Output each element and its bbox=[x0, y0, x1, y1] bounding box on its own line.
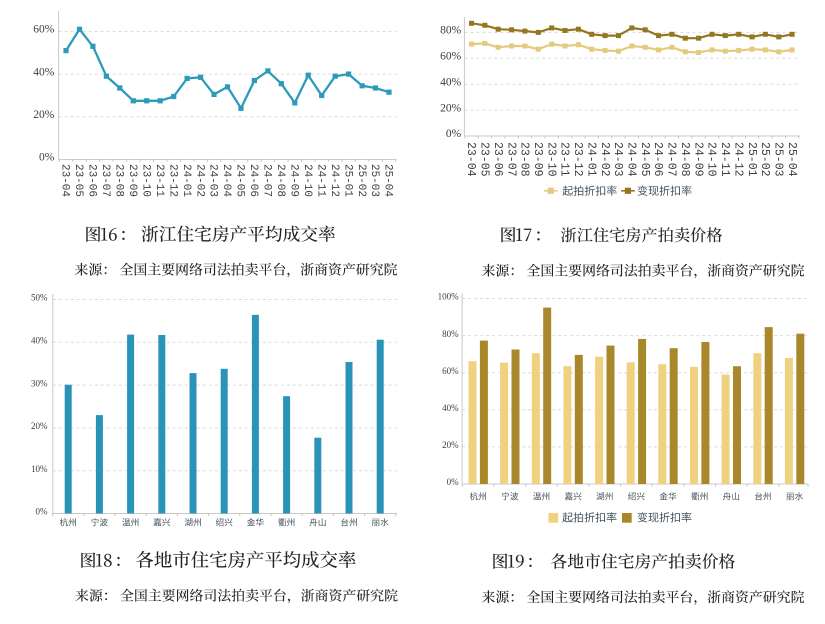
svg-text:23-09: 23-09 bbox=[126, 164, 138, 197]
svg-text:24-01: 24-01 bbox=[180, 164, 192, 197]
svg-text:24-09: 24-09 bbox=[691, 142, 704, 177]
svg-text:25-01: 25-01 bbox=[341, 164, 353, 197]
svg-text:23-12: 23-12 bbox=[166, 164, 178, 197]
svg-text:20%: 20% bbox=[440, 102, 462, 114]
svg-text:24-07: 24-07 bbox=[665, 142, 678, 177]
svg-text:24-12: 24-12 bbox=[328, 164, 340, 197]
svg-text:20%: 20% bbox=[442, 440, 459, 450]
svg-text:0%: 0% bbox=[447, 477, 460, 487]
svg-text:80%: 80% bbox=[442, 329, 459, 339]
svg-text:23-12: 23-12 bbox=[571, 142, 584, 177]
svg-text:50%: 50% bbox=[31, 293, 48, 303]
svg-text:24-05: 24-05 bbox=[638, 142, 651, 177]
svg-text:23-11: 23-11 bbox=[558, 142, 571, 177]
svg-text:24-09: 24-09 bbox=[288, 164, 300, 197]
svg-text:24-06: 24-06 bbox=[247, 164, 259, 197]
svg-text:23-06: 23-06 bbox=[86, 164, 98, 197]
svg-text:40%: 40% bbox=[33, 66, 55, 78]
svg-text:23-05: 23-05 bbox=[478, 142, 491, 177]
svg-text:24-07: 24-07 bbox=[261, 164, 273, 197]
svg-text:100%: 100% bbox=[438, 292, 460, 302]
svg-text:23-10: 23-10 bbox=[544, 142, 557, 177]
svg-text:60%: 60% bbox=[442, 366, 459, 376]
svg-text:23-08: 23-08 bbox=[518, 142, 531, 177]
svg-text:23-05: 23-05 bbox=[72, 164, 84, 197]
svg-text:24-04: 24-04 bbox=[220, 164, 232, 197]
svg-text:25-03: 25-03 bbox=[368, 164, 380, 197]
svg-text:24-04: 24-04 bbox=[625, 142, 638, 177]
svg-text:23-11: 23-11 bbox=[153, 164, 165, 197]
svg-text:24-02: 24-02 bbox=[193, 164, 205, 197]
svg-text:24-03: 24-03 bbox=[611, 142, 624, 177]
svg-text:20%: 20% bbox=[33, 109, 55, 121]
svg-text:24-01: 24-01 bbox=[584, 142, 597, 177]
svg-text:24-08: 24-08 bbox=[274, 164, 286, 197]
svg-text:25-01: 25-01 bbox=[745, 142, 758, 177]
svg-text:24-10: 24-10 bbox=[705, 142, 718, 177]
svg-text:0%: 0% bbox=[39, 152, 55, 164]
svg-text:24-02: 24-02 bbox=[598, 142, 611, 177]
svg-text:25-02: 25-02 bbox=[758, 142, 771, 177]
svg-text:25-04: 25-04 bbox=[785, 142, 798, 177]
svg-text:24-11: 24-11 bbox=[314, 164, 326, 197]
svg-text:60%: 60% bbox=[440, 51, 462, 63]
svg-text:0%: 0% bbox=[446, 128, 462, 140]
svg-text:24-08: 24-08 bbox=[678, 142, 691, 177]
svg-text:10%: 10% bbox=[31, 464, 48, 474]
svg-text:23-06: 23-06 bbox=[491, 142, 504, 177]
svg-text:24-05: 24-05 bbox=[234, 164, 246, 197]
svg-text:23-07: 23-07 bbox=[99, 164, 111, 197]
svg-text:24-03: 24-03 bbox=[207, 164, 219, 197]
svg-text:24-11: 24-11 bbox=[718, 142, 731, 177]
svg-text:25-04: 25-04 bbox=[382, 164, 394, 197]
svg-text:23-04: 23-04 bbox=[59, 164, 71, 197]
svg-text:23-09: 23-09 bbox=[531, 142, 544, 177]
svg-text:40%: 40% bbox=[440, 76, 462, 88]
svg-text:40%: 40% bbox=[442, 403, 459, 413]
svg-text:60%: 60% bbox=[33, 24, 55, 36]
svg-text:23-04: 23-04 bbox=[464, 142, 477, 177]
svg-text:23-10: 23-10 bbox=[139, 164, 151, 197]
svg-text:24-06: 24-06 bbox=[651, 142, 664, 177]
svg-text:30%: 30% bbox=[31, 378, 48, 388]
svg-text:24-12: 24-12 bbox=[731, 142, 744, 177]
svg-text:20%: 20% bbox=[31, 421, 48, 431]
svg-text:23-07: 23-07 bbox=[504, 142, 517, 177]
svg-text:25-02: 25-02 bbox=[355, 164, 367, 197]
svg-text:25-03: 25-03 bbox=[772, 142, 785, 177]
svg-text:23-08: 23-08 bbox=[113, 164, 125, 197]
svg-text:24-10: 24-10 bbox=[301, 164, 313, 197]
svg-text:80%: 80% bbox=[440, 25, 462, 37]
svg-text:40%: 40% bbox=[31, 336, 48, 346]
svg-text:0%: 0% bbox=[36, 507, 49, 517]
